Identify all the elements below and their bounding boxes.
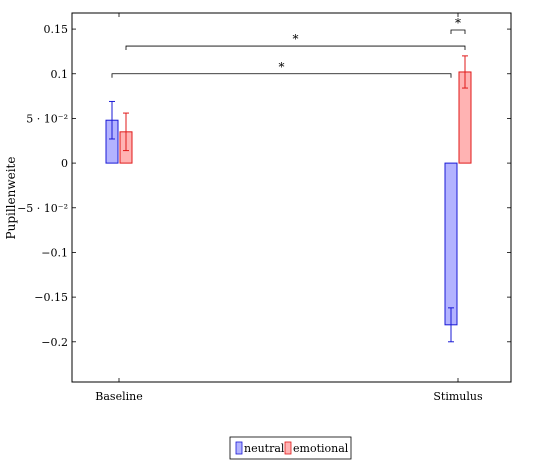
y-axis-label: Pupillenweite	[4, 157, 18, 240]
legend: neutral emotional	[229, 436, 352, 460]
legend-label-neutral: neutral	[244, 442, 285, 455]
significance-bracket	[111, 73, 452, 78]
legend-swatch-neutral	[235, 441, 243, 455]
legend-label-emotional: emotional	[293, 442, 349, 455]
significance-bracket	[450, 29, 466, 34]
significance-bracket	[125, 45, 466, 51]
y-tick-label: 0	[61, 157, 68, 170]
y-tick-label: 5 · 10⁻²	[26, 112, 68, 125]
significance-label: *	[279, 60, 285, 74]
y-tick-label: −0.1	[41, 246, 68, 259]
significance-label: *	[293, 32, 299, 46]
y-tick-label: −5 · 10⁻²	[17, 202, 68, 215]
bar-neutral	[444, 162, 458, 326]
legend-swatch-emotional	[284, 441, 292, 455]
plot-frame	[71, 12, 512, 383]
x-tick-label: Stimulus	[433, 390, 483, 403]
x-tick-label: Baseline	[95, 390, 142, 403]
error-bars-layer	[109, 55, 468, 343]
significance-layer: * * *	[111, 16, 466, 78]
y-tick-label: 0.1	[51, 68, 69, 81]
significance-label: *	[455, 16, 461, 30]
y-tick-label: 0.15	[44, 23, 69, 36]
y-tick-label: −0.2	[41, 336, 68, 349]
bars-layer	[105, 71, 472, 326]
x-axis: Baseline Stimulus	[95, 13, 483, 403]
y-axis: 0.15 0.1 5 · 10⁻² 0 −5 · 10⁻² −0.1 −0.15 −0.2	[17, 23, 511, 349]
y-tick-label: −0.15	[34, 291, 68, 304]
